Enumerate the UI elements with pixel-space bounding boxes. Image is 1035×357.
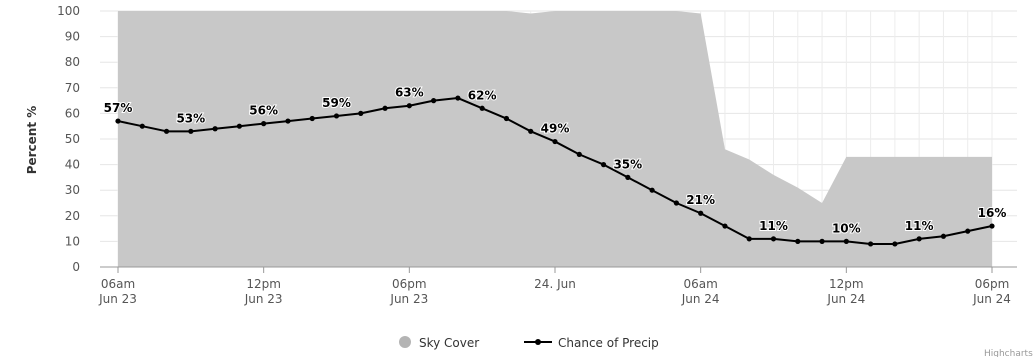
precip-point <box>382 105 388 111</box>
precip-point <box>479 105 485 111</box>
precip-point <box>552 138 558 145</box>
x-tick-label: 12pm <box>246 277 281 291</box>
precip-point <box>868 241 874 247</box>
precip-point <box>965 228 971 234</box>
precip-point <box>212 126 218 132</box>
precip-point <box>746 236 752 242</box>
data-label: 21% <box>686 193 715 207</box>
precip-legend-marker <box>535 339 541 345</box>
legend-item-chance-of-precip[interactable]: Chance of Precip <box>524 336 659 350</box>
data-labels: 57% 53% 56% 59% 63% 62% 49% 35% 21% 11% 10% 11% 16% <box>103 85 1008 237</box>
precip-point <box>236 123 242 129</box>
x-tick-sublabel: Jun 24 <box>826 292 865 306</box>
precip-point <box>115 118 121 124</box>
precip-point <box>916 236 922 242</box>
y-tick-label: 80 <box>65 55 80 69</box>
x-tick-sublabel: Jun 24 <box>681 292 720 306</box>
y-tick-label: 60 <box>65 106 80 120</box>
precip-point <box>139 123 145 129</box>
precip-point <box>333 113 340 119</box>
precip-point <box>358 110 364 116</box>
x-tick-label: 12pm <box>829 277 864 291</box>
x-tick-sublabel: Jun 23 <box>244 292 283 306</box>
precip-point <box>673 200 679 206</box>
x-tick-label: 24. Jun <box>534 277 576 291</box>
y-tick-label: 100 <box>57 4 80 18</box>
data-label: 62% <box>468 88 497 102</box>
y-tick-label: 50 <box>65 132 80 146</box>
data-label: 11% <box>759 219 788 233</box>
precip-point <box>576 151 582 157</box>
precip-point <box>819 238 825 244</box>
precip-point <box>600 162 607 168</box>
x-tick-sublabel: Jun 23 <box>98 292 137 306</box>
y-tick-label: 90 <box>65 30 80 44</box>
data-label: 16% <box>978 206 1007 220</box>
y-tick-label: 40 <box>65 158 80 172</box>
x-tick-label: 06am <box>684 277 718 291</box>
precip-point <box>892 241 898 247</box>
precip-point <box>698 210 704 216</box>
data-label: 53% <box>176 111 205 125</box>
precip-point <box>503 115 510 122</box>
precip-point <box>843 238 849 244</box>
x-tick-sublabel: Jun 23 <box>389 292 428 306</box>
x-tick-label: 06pm <box>975 277 1010 291</box>
precip-point <box>406 103 412 109</box>
precip-point <box>722 223 728 229</box>
data-label: 59% <box>322 96 351 110</box>
precip-point <box>163 128 170 134</box>
precip-point <box>285 118 291 124</box>
precip-point <box>528 128 534 134</box>
y-axis-label: Percent % <box>25 106 39 175</box>
y-tick-label: 20 <box>65 209 80 223</box>
precip-point <box>309 115 315 122</box>
y-tick-label: 0 <box>72 260 80 274</box>
precip-point <box>431 98 437 104</box>
legend-label-sky-cover: Sky Cover <box>419 336 479 350</box>
x-tick-label: 06am <box>101 277 135 291</box>
y-tick-label: 10 <box>65 234 80 248</box>
data-label: 56% <box>249 104 278 118</box>
precip-point <box>649 187 655 193</box>
x-tick-label: 06pm <box>392 277 427 291</box>
y-tick-label: 70 <box>65 81 80 95</box>
highcharts-credit[interactable]: Highcharts <box>984 349 1033 357</box>
x-tick-sublabel: Jun 24 <box>972 292 1011 306</box>
precip-point <box>455 95 461 101</box>
precip-point <box>989 223 995 229</box>
data-label: 10% <box>832 221 861 235</box>
sky-cover-legend-swatch <box>399 336 411 348</box>
precip-line-layer <box>115 95 995 247</box>
data-label: 35% <box>613 157 642 171</box>
data-label: 49% <box>541 122 570 136</box>
data-label: 11% <box>905 219 934 233</box>
precip-point <box>625 174 631 180</box>
legend-item-sky-cover[interactable]: Sky Cover <box>399 336 479 350</box>
precip-point <box>261 121 267 127</box>
precip-point <box>770 236 777 242</box>
legend-label-chance-of-precip: Chance of Precip <box>558 336 659 350</box>
precip-point <box>940 233 947 239</box>
precip-point <box>188 128 194 134</box>
precip-point <box>795 238 801 244</box>
data-label: 57% <box>104 101 133 115</box>
legend: Sky Cover Chance of Precip <box>399 336 659 350</box>
y-tick-label: 30 <box>65 183 80 197</box>
data-label: 63% <box>395 86 424 100</box>
